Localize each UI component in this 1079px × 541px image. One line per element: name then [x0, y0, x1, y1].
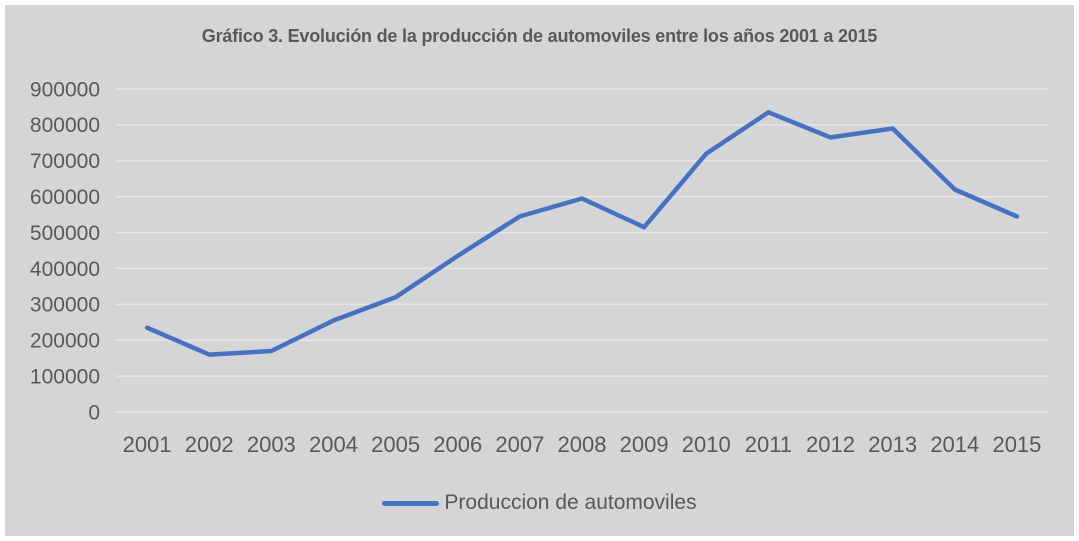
x-tick-label: 2003 [247, 432, 296, 457]
y-tick-label: 600000 [30, 186, 100, 209]
x-tick-label: 2007 [495, 432, 544, 457]
y-tick-label: 300000 [30, 294, 100, 317]
x-tick-label: 2015 [992, 432, 1041, 457]
data-line-produccion-de-automoviles [144, 110, 1020, 357]
x-tick-label: 2009 [620, 432, 669, 457]
y-tick-label: 200000 [30, 330, 100, 353]
y-tick-label: 0 [88, 401, 100, 424]
y-tick-label: 800000 [30, 114, 100, 137]
y-tick-label: 900000 [30, 78, 100, 101]
x-tick-label: 2010 [682, 432, 731, 457]
legend-label: Produccion de automoviles [444, 491, 697, 514]
chart-title: Gráfico 3. Evolución de la producción de… [201, 26, 878, 46]
x-tick-label: 2001 [123, 432, 172, 457]
chart-panel: Gráfico 3. Evolución de la producción de… [5, 5, 1074, 536]
x-tick-label: 2012 [806, 432, 855, 457]
y-tick-label: 400000 [30, 258, 100, 281]
y-tick-label: 100000 [30, 365, 100, 388]
x-tick-label: 2011 [745, 432, 792, 457]
legend-line-swatch [382, 500, 440, 506]
y-tick-label: 500000 [30, 222, 100, 245]
y-tick-label: 700000 [30, 150, 100, 173]
x-tick-label: 2005 [371, 432, 420, 457]
x-tick-label: 2013 [868, 432, 917, 457]
x-tick-label: 2014 [930, 432, 979, 457]
x-tick-label: 2004 [309, 432, 358, 457]
x-tick-label: 2008 [558, 432, 607, 457]
x-tick-label: 2002 [185, 432, 234, 457]
chart-legend: Produccion de automoviles [5, 491, 1074, 515]
x-tick-label: 2006 [433, 432, 482, 457]
line-chart-plot: 0 100000 200000 300000 400000 500000 600000 700… [30, 78, 1048, 457]
